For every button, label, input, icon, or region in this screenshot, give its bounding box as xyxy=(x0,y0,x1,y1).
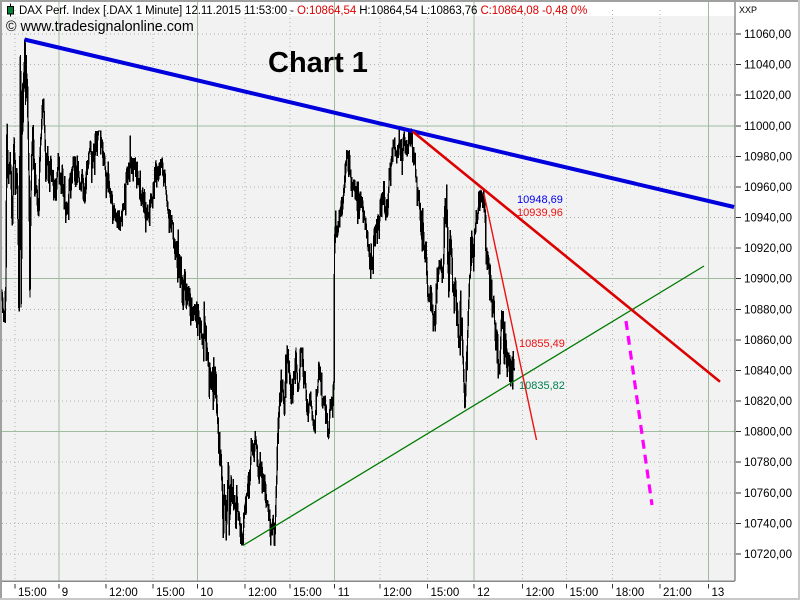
svg-text:10920,00: 10920,00 xyxy=(744,243,792,255)
svg-text:11060,00: 11060,00 xyxy=(744,29,791,41)
svg-text:12:00: 12:00 xyxy=(383,587,412,599)
svg-text:13: 13 xyxy=(712,587,725,599)
svg-text:15:00: 15:00 xyxy=(431,587,460,599)
svg-text:DAX Perf. Index [.DAX 1 Minut: DAX Perf. Index [.DAX 1 Minute] 12.11.20… xyxy=(19,5,587,17)
svg-text:10835,82: 10835,82 xyxy=(519,380,565,392)
svg-text:10800,00: 10800,00 xyxy=(744,427,792,439)
svg-text:12: 12 xyxy=(477,587,490,599)
svg-text:10948,69: 10948,69 xyxy=(517,194,563,206)
svg-text:15:00: 15:00 xyxy=(18,587,47,599)
svg-text:10760,00: 10760,00 xyxy=(744,488,792,500)
svg-text:10820,00: 10820,00 xyxy=(744,396,792,408)
svg-text:15:00: 15:00 xyxy=(293,587,322,599)
svg-text:10960,00: 10960,00 xyxy=(744,182,792,194)
svg-text:12:00: 12:00 xyxy=(526,587,555,599)
svg-text:15:00: 15:00 xyxy=(156,587,185,599)
svg-text:10780,00: 10780,00 xyxy=(744,457,792,469)
svg-text:10940,00: 10940,00 xyxy=(744,213,792,225)
svg-text:10860,00: 10860,00 xyxy=(744,335,792,347)
svg-text:15:00: 15:00 xyxy=(570,587,599,599)
svg-text:10980,00: 10980,00 xyxy=(744,151,792,163)
svg-text:11: 11 xyxy=(338,587,350,599)
svg-text:10900,00: 10900,00 xyxy=(744,274,792,286)
svg-text:10939,96: 10939,96 xyxy=(517,207,563,219)
svg-text:18:00: 18:00 xyxy=(616,587,645,599)
svg-text:XXP: XXP xyxy=(739,5,757,15)
svg-text:12:00: 12:00 xyxy=(109,587,138,599)
svg-text:10720,00: 10720,00 xyxy=(744,549,792,561)
svg-text:10: 10 xyxy=(200,587,213,599)
svg-text:Chart 1: Chart 1 xyxy=(268,47,368,79)
svg-text:11040,00: 11040,00 xyxy=(744,60,791,72)
svg-text:10840,00: 10840,00 xyxy=(744,366,792,378)
svg-text:12:00: 12:00 xyxy=(248,587,277,599)
svg-text:11000,00: 11000,00 xyxy=(744,121,791,133)
svg-text:10880,00: 10880,00 xyxy=(744,304,792,316)
svg-text:© www.tradesignalonline.com: © www.tradesignalonline.com xyxy=(6,19,194,35)
svg-text:9: 9 xyxy=(62,587,68,599)
svg-text:10740,00: 10740,00 xyxy=(744,518,792,530)
svg-text:21:00: 21:00 xyxy=(663,587,692,599)
svg-text:10855,49: 10855,49 xyxy=(519,338,565,350)
svg-text:11020,00: 11020,00 xyxy=(744,90,791,102)
